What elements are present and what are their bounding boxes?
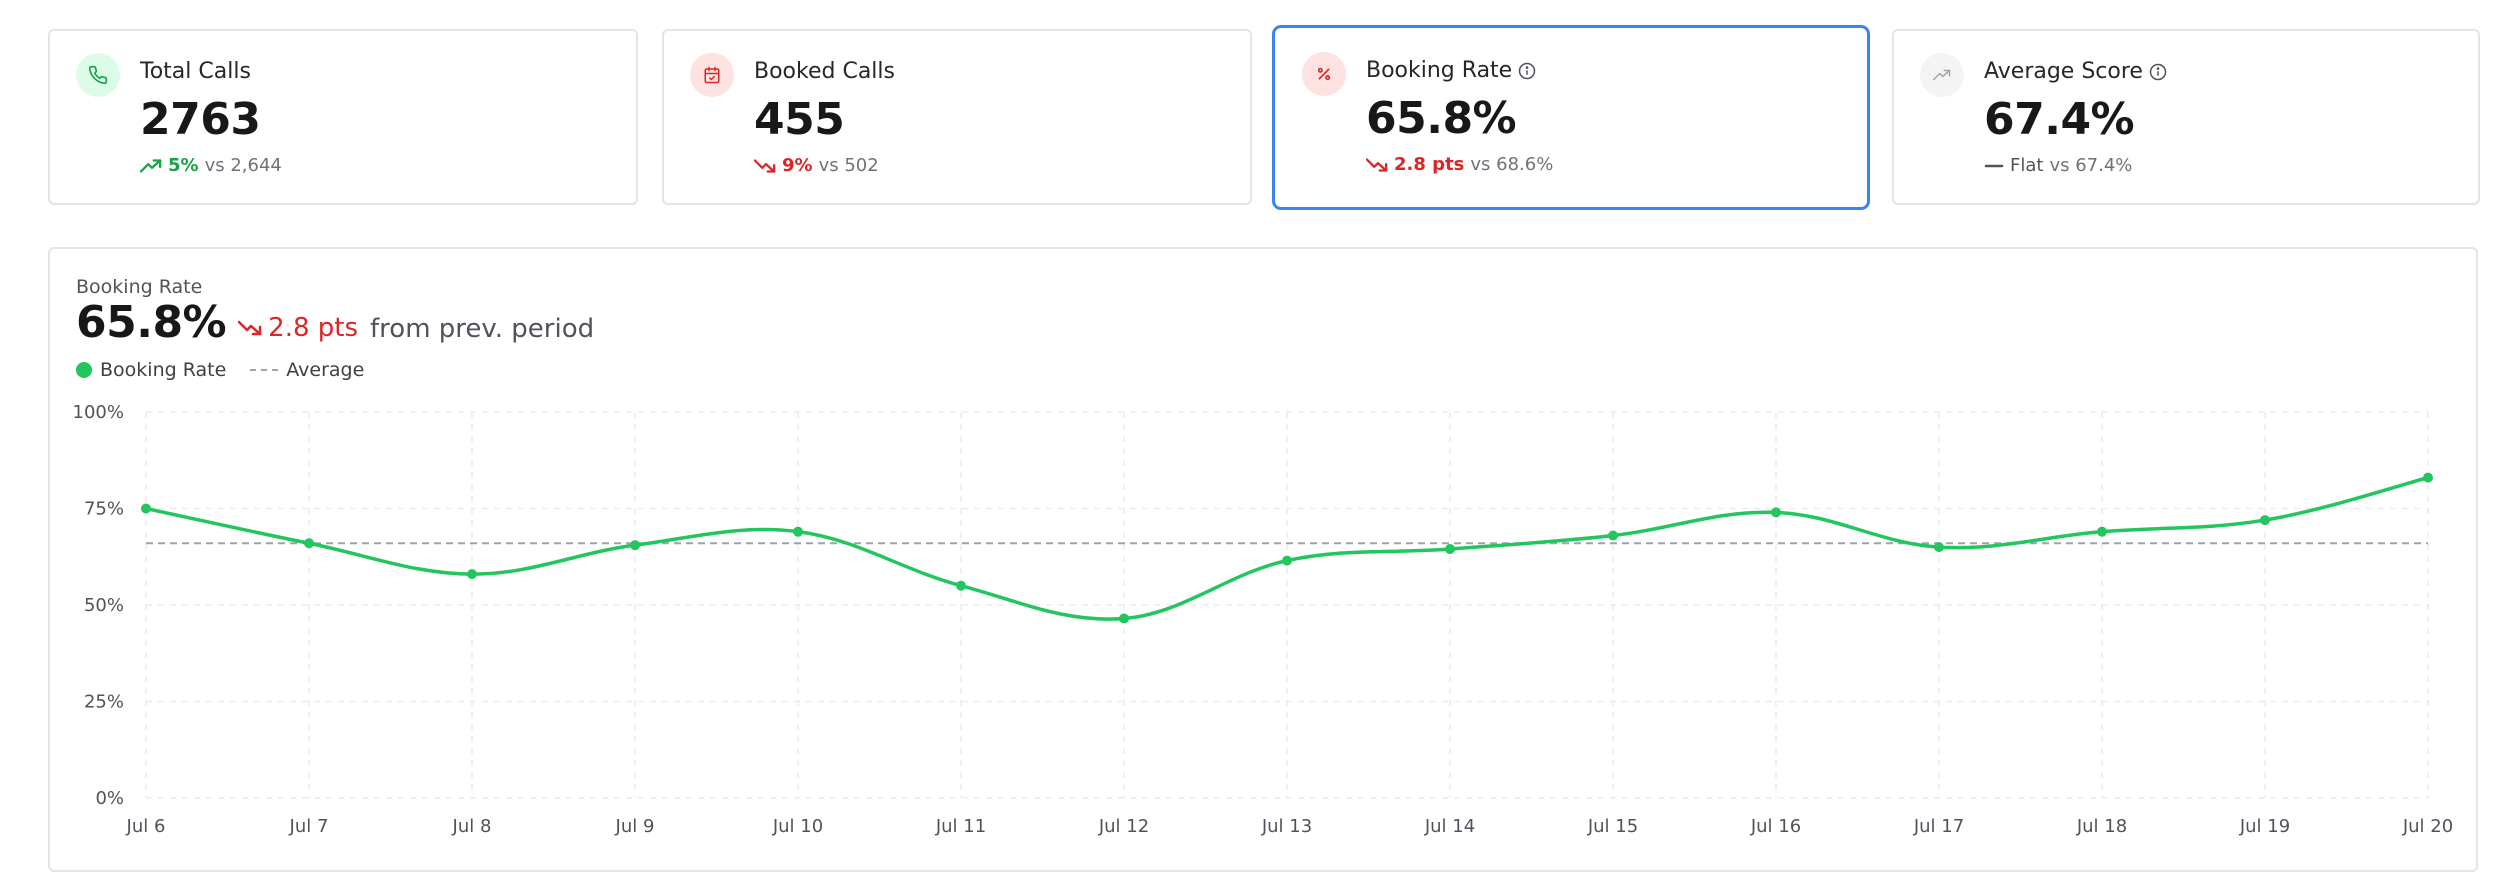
legend-swatch: [76, 362, 92, 378]
data-point: [956, 580, 966, 591]
x-tick-label: Jul 7: [289, 816, 329, 837]
x-tick-label: Jul 16: [1750, 816, 1801, 837]
kpi-delta: 5% vs 2,644: [140, 155, 282, 176]
phone-icon: [76, 53, 120, 97]
x-tick-label: Jul 9: [615, 816, 655, 837]
y-tick-label: 50%: [84, 595, 124, 616]
data-point: [2260, 515, 2270, 526]
trend-down-icon: [754, 158, 776, 173]
trend-up-icon: [140, 158, 162, 173]
kpi-compare: vs 67.4%: [2049, 155, 2133, 176]
y-tick-label: 0%: [95, 788, 124, 809]
x-tick-label: Jul 14: [1424, 816, 1475, 837]
booking-rate-line-chart[interactable]: 0% 25% 50% 75% 100% Jul 6 Jul 7 Jul 8 Jul 9 Jul 1…: [50, 249, 2476, 870]
data-point: [141, 503, 151, 514]
trend-down-icon: [1366, 157, 1388, 172]
kpi-value: 455: [754, 94, 845, 145]
x-tick-label: Jul 6: [126, 816, 166, 837]
dash-icon: [1984, 164, 2004, 167]
data-point: [1934, 542, 1944, 553]
kpi-delta: 9% vs 502: [754, 155, 879, 176]
kpi-compare: vs 2,644: [204, 155, 282, 176]
x-tick-label: Jul 20: [2402, 816, 2453, 837]
kpi-delta-value: Flat: [2010, 155, 2044, 176]
data-point: [1282, 555, 1292, 566]
kpi-label: Booking Rate: [1366, 58, 1513, 83]
kpi-compare: vs 502: [818, 155, 879, 176]
kpi-value: 65.8%: [1366, 93, 1517, 144]
data-point: [304, 538, 314, 549]
x-tick-label: Jul 18: [2076, 816, 2127, 837]
legend-label: Booking Rate: [100, 359, 227, 381]
x-tick-label: Jul 17: [1913, 816, 1964, 837]
calendar-check-icon: [690, 53, 734, 97]
x-tick-label: Jul 13: [1261, 816, 1312, 837]
kpi-delta: 2.8 pts vs 68.6%: [1366, 154, 1553, 175]
legend-item-booking-rate[interactable]: Booking Rate: [76, 359, 226, 381]
legend-label: Average: [286, 359, 365, 381]
kpi-card-total-calls[interactable]: Total Calls 2763 5% vs 2,644: [48, 29, 638, 205]
data-point: [1445, 544, 1455, 555]
kpi-card-booked-calls[interactable]: Booked Calls 455 9% vs 502: [662, 29, 1252, 205]
chart-title: Booking Rate: [76, 276, 203, 298]
kpi-compare: vs 68.6%: [1470, 154, 1554, 175]
x-tick-label: Jul 11: [935, 816, 986, 837]
chart-summary: 65.8% 2.8 pts from prev. period: [76, 297, 594, 348]
info-icon[interactable]: [2149, 63, 2167, 81]
percent-icon: [1302, 52, 1346, 96]
y-tick-label: 100%: [73, 402, 124, 423]
x-tick-label: Jul 8: [452, 816, 492, 837]
booking-rate-chart-card: 0% 25% 50% 75% 100% Jul 6 Jul 7 Jul 8 Jul 9 Jul 1…: [48, 247, 2478, 872]
data-point: [2423, 472, 2433, 483]
kpi-label-row: Average Score: [1984, 59, 2167, 84]
x-tick-label: Jul 19: [2239, 816, 2290, 837]
kpi-delta: Flat vs 67.4%: [1984, 155, 2132, 176]
kpi-card-booking-rate[interactable]: Booking Rate 65.8% 2.8 pts vs 68.6%: [1272, 25, 1870, 210]
chart-legend: Booking Rate Average: [76, 359, 364, 381]
legend-swatch: [250, 369, 279, 371]
data-point: [793, 526, 803, 537]
trend-down-icon: [238, 320, 262, 336]
data-point: [1119, 613, 1129, 624]
kpi-value: 67.4%: [1984, 94, 2135, 145]
kpi-label: Booked Calls: [754, 59, 895, 84]
data-point: [467, 569, 477, 580]
data-point: [2097, 526, 2107, 537]
kpi-delta-value: 9%: [782, 155, 813, 176]
chart-change: 2.8 pts: [238, 313, 358, 343]
kpi-delta-value: 2.8 pts: [1394, 154, 1465, 175]
kpi-value: 2763: [140, 94, 261, 145]
x-tick-label: Jul 12: [1098, 816, 1149, 837]
kpi-label-row: Booking Rate: [1366, 58, 1536, 83]
info-icon[interactable]: [1518, 62, 1536, 80]
chart-change-value: 2.8 pts: [268, 313, 359, 343]
x-tick-label: Jul 15: [1587, 816, 1638, 837]
data-point: [630, 540, 640, 551]
kpi-label: Total Calls: [140, 59, 251, 84]
y-tick-label: 25%: [84, 692, 124, 713]
chart-value: 65.8%: [76, 297, 227, 348]
x-tick-label: Jul 10: [772, 816, 823, 837]
kpi-card-average-score[interactable]: Average Score 67.4% Flat vs 67.4%: [1892, 29, 2480, 205]
y-tick-label: 75%: [84, 499, 124, 520]
legend-item-average[interactable]: Average: [250, 359, 364, 381]
data-point: [1608, 530, 1618, 541]
data-point: [1771, 507, 1781, 518]
kpi-label: Average Score: [1984, 59, 2143, 84]
kpi-delta-value: 5%: [168, 155, 199, 176]
chart-change-suffix: from prev. period: [370, 314, 595, 344]
trending-up-icon: [1920, 53, 1964, 97]
